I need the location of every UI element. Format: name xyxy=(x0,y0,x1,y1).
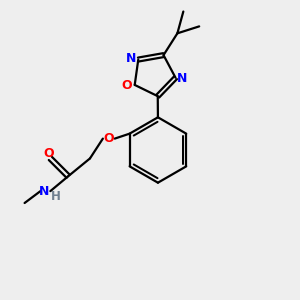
Text: H: H xyxy=(51,190,61,202)
Text: O: O xyxy=(43,147,54,160)
Text: N: N xyxy=(126,52,136,65)
Text: N: N xyxy=(39,184,50,198)
Text: O: O xyxy=(122,80,132,92)
Text: N: N xyxy=(177,72,188,85)
Text: O: O xyxy=(103,132,114,145)
